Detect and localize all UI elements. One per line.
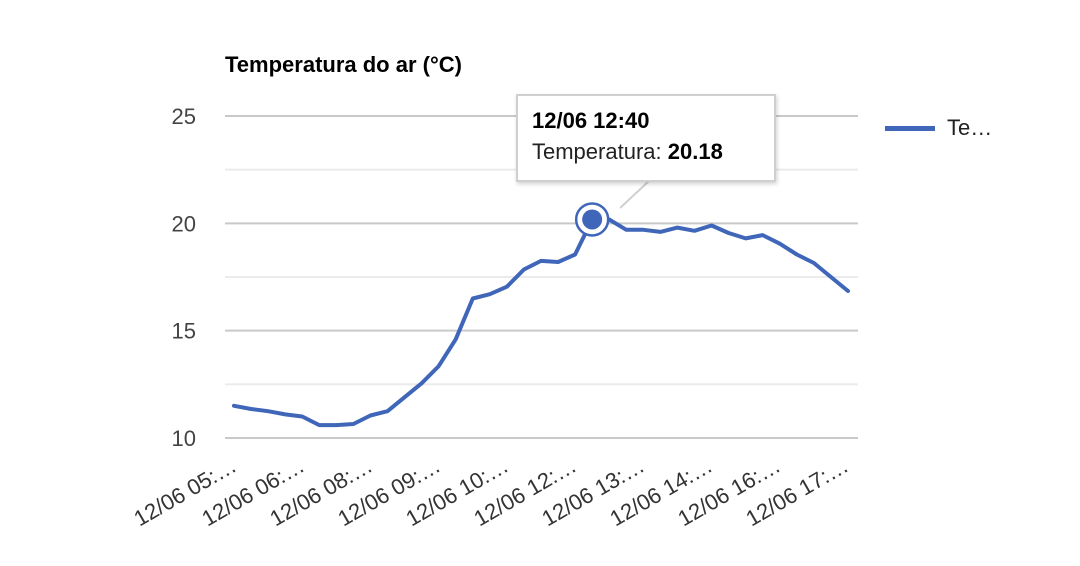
data-point[interactable] [582,209,603,230]
tooltip-line: Temperatura: 20.18 [532,136,760,168]
tooltip-value: 20.18 [667,139,723,164]
y-tick-label: 10 [172,426,196,451]
y-tick-label: 20 [172,211,196,236]
tooltip-title: 12/06 12:40 [532,108,650,133]
tooltip-pointer [620,180,651,209]
legend-swatch [885,125,935,131]
tooltip-label: Temperatura: [532,139,662,164]
x-axis-tick-labels: 12/06 05:…12/06 06:…12/06 08:…12/06 09:…… [129,453,852,532]
series-lines [232,217,850,428]
y-tick-label: 25 [172,104,196,129]
legend-label: Te… [947,115,993,140]
series-line[interactable] [232,217,850,428]
y-axis-tick-labels: 10 15 20 25 [172,104,196,451]
series-points [574,202,610,237]
tooltip: 12/06 12:40 Temperatura: 20.18 [516,94,776,182]
y-tick-label: 15 [172,319,196,344]
legend[interactable]: Te… [885,115,992,141]
chart-title: Temperatura do ar (°C) [225,52,462,77]
